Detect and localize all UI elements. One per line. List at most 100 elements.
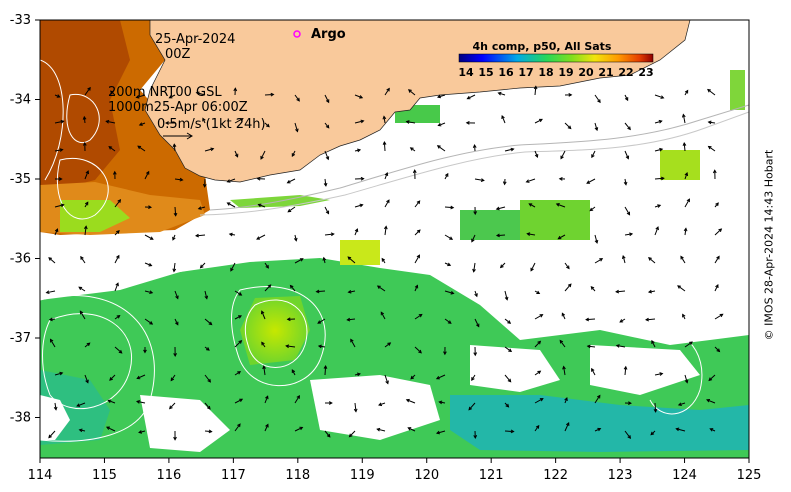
colorbar-title: 4h comp, p50, All Sats: [473, 40, 612, 53]
current-vector: [199, 262, 206, 269]
current-vector: [294, 94, 300, 102]
current-vector: [354, 148, 362, 153]
current-vector: [144, 262, 153, 267]
current-vector: [384, 172, 389, 180]
vector-scale-label: 0.5m/s (1kt 24h): [157, 117, 266, 132]
current-vector: [471, 374, 476, 381]
current-vector: [474, 178, 485, 182]
current-vector: [84, 342, 91, 348]
current-vector: [414, 229, 421, 236]
current-vector: [381, 257, 386, 264]
current-vector: [114, 254, 120, 264]
current-vector: [654, 176, 665, 181]
current-vector: [322, 256, 327, 264]
current-vector: [348, 430, 356, 438]
current-vector: [286, 317, 296, 322]
current-vector: [230, 262, 236, 272]
current-vector: [324, 401, 333, 405]
current-vector: [708, 374, 716, 382]
current-vector: [84, 201, 89, 208]
current-vector: [84, 170, 90, 180]
current-vector: [83, 225, 88, 236]
vector-scale-arrow: [163, 132, 193, 140]
current-vector: [647, 289, 656, 294]
current-vector: [585, 317, 596, 322]
current-vector: [354, 119, 365, 124]
current-vector: [684, 198, 690, 208]
current-vector: [706, 398, 716, 404]
cloud-gap-5: [470, 345, 560, 392]
current-vector: [54, 148, 64, 152]
current-vector: [624, 150, 630, 160]
current-vector: [619, 318, 626, 323]
current-vector: [286, 178, 296, 184]
current-vector: [414, 284, 419, 292]
current-vector: [623, 365, 628, 376]
depth-contour-1000m: [199, 111, 749, 216]
current-vector: [105, 426, 116, 432]
current-vector: [560, 150, 566, 160]
current-vector: [682, 313, 686, 320]
current-vector: [675, 427, 686, 432]
current-vector: [376, 285, 386, 292]
current-vector: [197, 206, 206, 210]
current-vector: [262, 365, 266, 376]
current-vector: [172, 143, 177, 152]
current-vector: [195, 91, 206, 96]
current-vector: [164, 121, 176, 125]
current-vector: [594, 427, 602, 432]
current-vector: [621, 254, 626, 264]
current-vector: [294, 394, 300, 404]
colorbar: [458, 53, 654, 63]
current-vector: [234, 315, 242, 320]
current-vector: [80, 255, 86, 264]
current-vector: [234, 371, 242, 376]
ssh-contour: [56, 158, 109, 220]
cloud-gap-6: [590, 345, 700, 395]
current-vector: [347, 289, 356, 294]
lon-tick-label: 117: [221, 468, 246, 483]
current-vector: [226, 202, 236, 208]
current-vector: [444, 262, 452, 267]
current-vector: [383, 225, 388, 236]
current-vector: [654, 372, 664, 376]
current-vector: [412, 169, 417, 180]
current-vector: [472, 144, 477, 152]
current-vector: [204, 318, 213, 326]
current-vector: [591, 150, 596, 159]
current-vector: [376, 427, 386, 432]
current-vector: [533, 85, 538, 96]
current-vector: [534, 424, 540, 432]
sst-patch: [520, 200, 590, 240]
current-vector: [504, 402, 510, 408]
current-vector: [504, 147, 515, 152]
current-vector: [264, 423, 269, 432]
current-vector: [54, 94, 61, 98]
current-vector: [234, 118, 244, 124]
current-vector: [648, 257, 656, 264]
current-vector: [114, 346, 123, 354]
current-vector: [53, 402, 58, 411]
current-vector: [534, 314, 544, 320]
argo-marker: [293, 30, 301, 38]
current-vector: [204, 429, 213, 434]
current-vector: [714, 202, 719, 208]
current-vector: [173, 430, 177, 441]
lat-tick-label: -33: [10, 13, 31, 28]
cloud-gap-3: [140, 395, 230, 452]
current-vector: [591, 367, 596, 376]
current-vector: [234, 290, 243, 296]
current-vector: [707, 145, 716, 152]
current-vector: [407, 427, 416, 432]
current-vector: [438, 400, 446, 405]
current-vector: [465, 120, 476, 125]
colorbar-tick-label: 20: [578, 66, 594, 79]
current-vector: [289, 284, 296, 292]
current-vector: [561, 312, 566, 320]
current-vector: [650, 430, 656, 436]
sst-patch: [730, 70, 745, 110]
current-vector: [294, 122, 299, 133]
current-vector: [144, 290, 154, 295]
current-vector: [534, 370, 542, 376]
lon-tick-label: 116: [156, 468, 181, 483]
